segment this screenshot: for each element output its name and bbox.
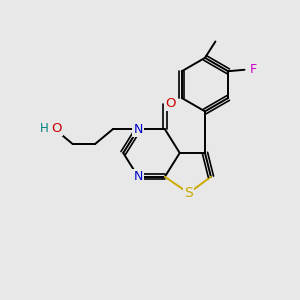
Text: O: O <box>51 122 62 135</box>
Text: N: N <box>134 170 143 183</box>
Text: H: H <box>40 122 49 135</box>
Text: N: N <box>134 123 143 136</box>
Text: F: F <box>250 63 257 76</box>
Text: O: O <box>166 98 176 110</box>
Text: S: S <box>184 186 193 200</box>
